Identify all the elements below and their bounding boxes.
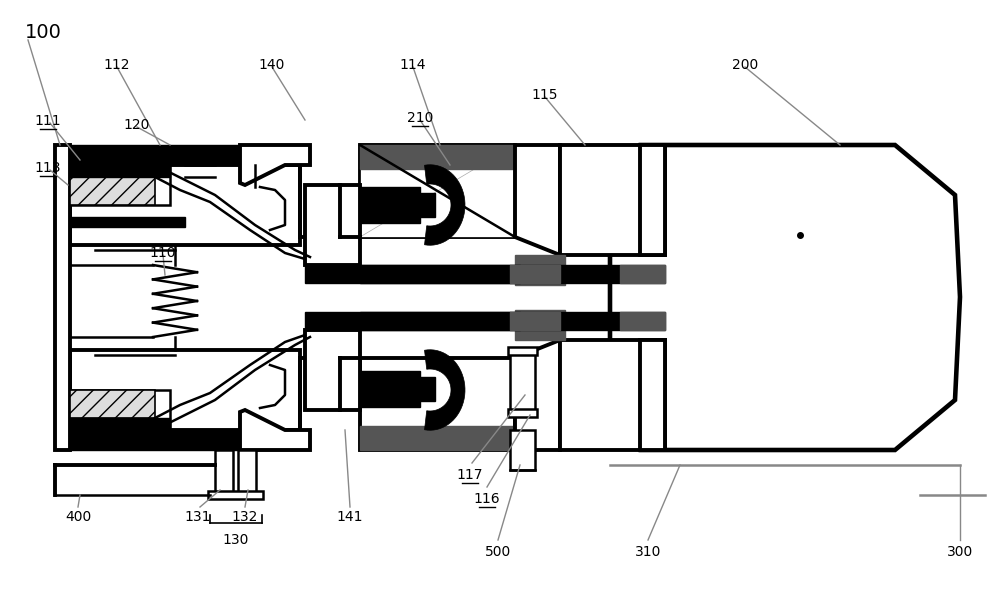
Text: 500: 500 — [485, 545, 511, 559]
Polygon shape — [425, 165, 465, 245]
Bar — [70, 390, 155, 418]
Text: 100: 100 — [25, 23, 62, 42]
Bar — [238, 450, 256, 495]
Bar — [560, 340, 665, 450]
Bar — [70, 217, 185, 227]
Bar — [515, 310, 565, 340]
Bar — [510, 265, 665, 283]
Bar — [620, 312, 665, 330]
Polygon shape — [610, 145, 960, 450]
Polygon shape — [640, 340, 665, 450]
Polygon shape — [515, 340, 560, 450]
Polygon shape — [425, 350, 465, 430]
Bar — [55, 430, 310, 450]
Text: 300: 300 — [947, 545, 973, 559]
Bar — [560, 145, 665, 255]
Text: 132: 132 — [232, 510, 258, 524]
Text: 210: 210 — [407, 111, 433, 125]
Text: 110: 110 — [150, 246, 176, 260]
Bar — [360, 312, 520, 330]
Bar — [360, 169, 515, 237]
Bar — [360, 145, 515, 237]
Bar — [215, 450, 233, 495]
Bar — [620, 265, 665, 283]
Bar — [360, 187, 420, 223]
Polygon shape — [240, 145, 310, 185]
Bar — [510, 265, 560, 283]
Text: 115: 115 — [532, 88, 558, 102]
Bar — [515, 255, 565, 285]
Bar — [508, 347, 537, 355]
Bar — [70, 165, 170, 177]
Bar — [360, 145, 515, 169]
Text: 116: 116 — [474, 492, 500, 506]
Text: 140: 140 — [259, 58, 285, 72]
Text: 117: 117 — [457, 468, 483, 482]
Bar — [70, 418, 170, 430]
Bar — [55, 145, 310, 165]
Text: 120: 120 — [124, 118, 150, 132]
Bar — [510, 430, 535, 470]
Bar — [360, 358, 515, 450]
Text: 131: 131 — [185, 510, 211, 524]
Bar — [510, 312, 665, 330]
Text: 200: 200 — [732, 58, 758, 72]
Bar — [360, 377, 435, 401]
Bar — [510, 312, 560, 330]
Text: 114: 114 — [400, 58, 426, 72]
Polygon shape — [515, 145, 560, 255]
Bar — [305, 312, 510, 330]
Bar — [70, 390, 170, 430]
Bar — [208, 491, 263, 499]
Bar — [360, 371, 420, 407]
Text: 111: 111 — [35, 114, 61, 128]
Bar — [70, 177, 155, 205]
Bar — [70, 165, 170, 205]
Bar — [305, 330, 360, 410]
Bar — [510, 353, 535, 413]
Bar — [55, 145, 70, 450]
Bar — [360, 426, 515, 450]
Text: 310: 310 — [635, 545, 661, 559]
Bar — [508, 409, 537, 417]
Polygon shape — [640, 145, 665, 255]
Polygon shape — [240, 410, 310, 450]
Bar — [360, 193, 435, 217]
Text: 130: 130 — [223, 533, 249, 547]
Text: 113: 113 — [35, 161, 61, 175]
Text: 112: 112 — [104, 58, 130, 72]
Bar — [70, 165, 300, 245]
Bar — [360, 265, 520, 283]
Text: 400: 400 — [65, 510, 91, 524]
Text: 141: 141 — [337, 510, 363, 524]
Bar — [70, 350, 300, 430]
Bar — [305, 265, 510, 283]
Bar — [305, 185, 360, 265]
